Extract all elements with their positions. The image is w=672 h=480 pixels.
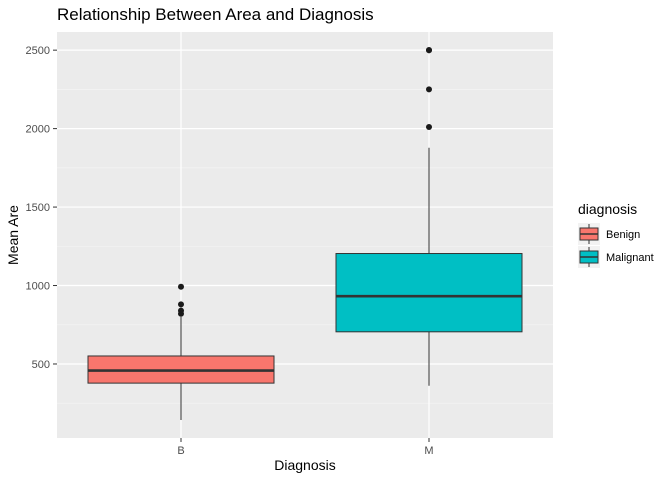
box-M bbox=[335, 47, 523, 386]
y-axis-title: Mean Are bbox=[5, 205, 21, 265]
y-tick-label: 1500 bbox=[26, 202, 50, 214]
x-tick-label: M bbox=[424, 445, 433, 457]
legend-item-benign: Benign bbox=[578, 223, 640, 245]
legend-items: Benign Malignant bbox=[578, 223, 654, 268]
legend: diagnosis Benign Malignant bbox=[578, 201, 654, 268]
outlier-point bbox=[178, 301, 184, 308]
outlier-point bbox=[426, 86, 432, 93]
outlier-point bbox=[426, 47, 432, 53]
outlier-point bbox=[178, 283, 184, 290]
box-B bbox=[87, 283, 275, 420]
x-tick-label: B bbox=[177, 445, 184, 457]
outlier-point bbox=[426, 124, 432, 131]
outlier-point bbox=[178, 310, 184, 317]
legend-title: diagnosis bbox=[578, 201, 637, 217]
y-tick-label: 2500 bbox=[26, 45, 50, 57]
iqr-box bbox=[335, 253, 523, 333]
axis-layer: 500 1000 1500 2000 2500 B M bbox=[26, 45, 434, 457]
y-tick-label: 500 bbox=[32, 359, 50, 371]
y-tick-label: 2000 bbox=[26, 124, 50, 136]
legend-label: Benign bbox=[606, 229, 640, 241]
box-layer bbox=[87, 47, 523, 420]
legend-item-malignant: Malignant bbox=[578, 246, 654, 268]
legend-label: Malignant bbox=[606, 252, 654, 264]
y-tick-label: 1000 bbox=[26, 281, 50, 293]
chart-title: Relationship Between Area and Diagnosis bbox=[57, 5, 374, 24]
x-axis-title: Diagnosis bbox=[274, 457, 335, 473]
